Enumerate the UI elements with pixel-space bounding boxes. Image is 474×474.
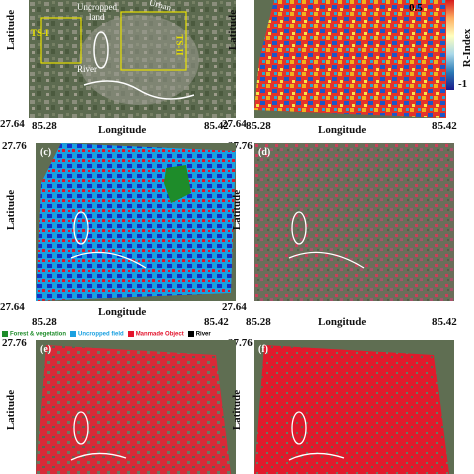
y-axis-label-a: Latitude [5,9,17,51]
colorbar [446,0,454,90]
lon-max-c: 85.42 [204,316,229,328]
lon-max-b: 85.42 [432,120,457,132]
legend-swatch-river [187,330,194,337]
y-axis-label-c: Latitude [5,189,17,231]
lon-min-a: 85.28 [32,120,57,132]
y-axis-label-e: Latitude [5,389,17,431]
urban-overlay-image-e [36,340,236,474]
annotation-ts1: TS-I [31,28,49,38]
panel-label-c: (c) [40,147,52,158]
legend-label-manmade: Manmade Object [135,331,184,338]
legend-item-uncropped: Uncropped field [70,330,124,338]
panel-label-f: (f) [258,344,268,355]
legend-label-forest: Forest & vegetation [10,331,67,338]
legend-swatch-forest [2,330,8,337]
rindex-image-b [254,0,446,118]
panel-b-map: 0.5 [254,0,446,118]
y-axis-label-d: Latitude [231,189,243,231]
urban-overlay-image-f [254,340,454,474]
panel-label-d: (d) [258,147,271,158]
satellite-image-a [29,0,236,118]
panel-a-map: Uncropped land River Urban TS-I TS-II [29,0,236,118]
colorbar-label: R-Index [461,28,473,68]
annotation-uncropped: Uncropped [77,2,117,12]
lon-max-a: 85.42 [204,120,229,132]
y-axis-label-f: Latitude [231,389,243,431]
lat-min-c: 27.64 [0,301,25,313]
x-axis-label-c: Longitude [98,306,147,318]
panel-e-map: (e) [36,340,236,474]
urban-overlay-image-d [254,143,454,301]
legend-item-river: River [187,330,211,338]
lon-min-c: 85.28 [32,316,57,328]
x-axis-label-b: Longitude [318,124,367,136]
lat-min-b: 27.64 [222,118,247,130]
lon-min-d: 85.28 [246,316,271,328]
x-axis-label-d: Longitude [318,316,367,328]
legend-swatch-uncropped [70,330,77,337]
y-axis-label-b: Latitude [227,9,239,51]
annotation-land: land [89,12,105,22]
panel-c-map: (c) [36,143,236,301]
annotation-river: River [77,64,97,74]
lat-max-e: 27.76 [2,337,27,349]
panel-label-e: (e) [40,344,52,355]
classification-legend: Forest & vegetation Uncropped field Manm… [2,328,236,340]
classification-image-c [36,143,236,301]
legend-swatch-manmade [127,330,134,337]
lon-max-d: 85.42 [432,316,457,328]
panel-f-map: (f) [254,340,454,474]
colorbar-max: 0.5 [409,2,423,14]
lat-max-c: 27.76 [2,140,27,152]
lat-min-a: 27.64 [0,118,25,130]
legend-label-river: River [195,331,211,338]
lat-min-d: 27.64 [222,301,247,313]
legend-item-manmade: Manmade Object [127,330,184,338]
colorbar-min: -1 [458,78,468,90]
x-axis-label-a: Longitude [98,124,147,136]
legend-label-uncropped: Uncropped field [78,331,124,338]
legend-item-forest: Forest & vegetation [2,330,67,338]
panel-d-map: (d) [254,143,454,301]
annotation-ts2: TS-II [174,34,185,56]
lon-min-b: 85.28 [246,120,271,132]
